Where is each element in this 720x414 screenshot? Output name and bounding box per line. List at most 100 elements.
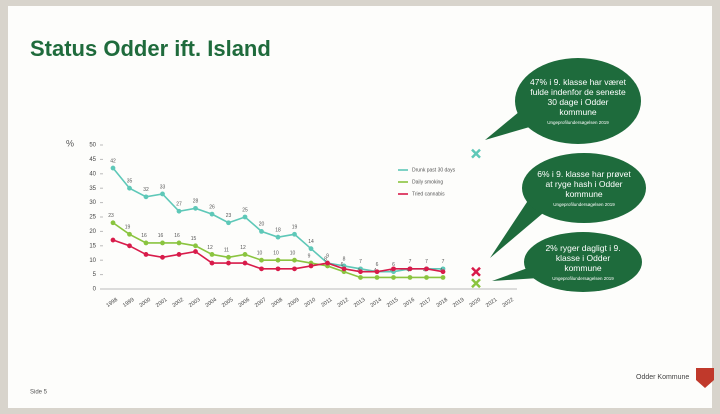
point (292, 232, 297, 237)
point (177, 252, 182, 257)
callout-text: 2% ryger dagligt i 9. klasse i Odder kom… (538, 243, 628, 274)
data-label: 35 (127, 179, 133, 185)
point (243, 252, 248, 257)
legend-label: Drunk past 30 days (412, 167, 456, 173)
point (226, 255, 231, 260)
legend-label: Tried cannabis (412, 191, 445, 197)
point (391, 266, 396, 271)
point (276, 235, 281, 240)
data-label: 23 (226, 213, 232, 219)
point (177, 241, 182, 246)
data-label: 23 (108, 213, 114, 219)
data-label: 20 (259, 222, 265, 228)
data-label: 28 (193, 199, 199, 205)
data-label: 7 (425, 259, 428, 265)
point (309, 264, 314, 269)
point (193, 206, 198, 211)
point (111, 220, 116, 225)
point (210, 252, 215, 257)
data-label: 9 (308, 253, 311, 259)
data-label: 7 (359, 259, 362, 265)
point (111, 238, 116, 243)
point (391, 275, 396, 280)
page-number: Side 5 (30, 390, 48, 396)
data-label: 11 (224, 248, 229, 254)
point (226, 220, 231, 225)
data-label: 7 (442, 259, 445, 265)
data-label: 19 (292, 225, 298, 231)
point (243, 261, 248, 266)
y-tick-label: 45 (89, 157, 96, 163)
data-label: 16 (158, 233, 164, 239)
y-tick-label: 15 (89, 243, 96, 249)
callout-source: Ungeprofilundersøgelsen 2019 (553, 202, 615, 207)
point (358, 269, 363, 274)
point (292, 258, 297, 263)
data-label: 19 (125, 225, 131, 231)
logo-text: Odder Kommune (636, 374, 689, 381)
y-label: % (66, 138, 74, 148)
point (144, 252, 149, 257)
point (375, 275, 380, 280)
data-label: 42 (110, 158, 116, 164)
data-label: 10 (257, 251, 263, 257)
data-label: 7 (409, 259, 412, 265)
point (243, 215, 248, 220)
point (424, 275, 429, 280)
point (177, 209, 182, 214)
point (144, 241, 149, 246)
point (193, 243, 198, 248)
point (408, 275, 413, 280)
data-label: 33 (160, 184, 166, 190)
callout-text: 47% i 9. klasse har været fulde indenfor… (529, 77, 627, 118)
data-label: 32 (143, 187, 149, 193)
point (276, 258, 281, 263)
data-label: 14 (308, 239, 314, 245)
y-tick-label: 20 (89, 229, 96, 235)
legend-label: Daily smoking (412, 179, 443, 185)
point (408, 266, 413, 271)
data-label: 18 (275, 227, 281, 233)
point (127, 186, 132, 191)
callout: 2% ryger dagligt i 9. klasse i Odder kom… (524, 232, 642, 292)
y-tick-label: 30 (89, 200, 96, 206)
point (358, 275, 363, 280)
data-label: 10 (290, 251, 296, 257)
y-tick-label: 50 (89, 143, 96, 149)
data-label: 12 (207, 245, 213, 251)
callout: 6% i 9. klasse har prøvet at ryge hash i… (522, 153, 646, 223)
data-label: 26 (209, 204, 215, 210)
callout-source: Ungeprofilundersøgelsen 2019 (552, 276, 614, 281)
data-label: 16 (141, 233, 147, 239)
point (259, 266, 264, 271)
point (111, 166, 116, 171)
point (375, 269, 380, 274)
point (276, 266, 281, 271)
point (342, 266, 347, 271)
point (259, 258, 264, 263)
point (292, 266, 297, 271)
point (259, 229, 264, 234)
data-label: 25 (242, 207, 248, 213)
y-tick-label: 10 (89, 258, 96, 264)
point (210, 212, 215, 217)
data-label: 27 (176, 202, 182, 208)
point (424, 266, 429, 271)
y-tick-label: 40 (89, 171, 96, 177)
point (127, 232, 132, 237)
point (441, 275, 446, 280)
callout-text: 6% i 9. klasse har prøvet at ryge hash i… (536, 169, 632, 200)
point (210, 261, 215, 266)
slide: Status Odder ift. Island % Side 5 Odder … (0, 0, 720, 414)
point (193, 249, 198, 254)
callout-source: Ungeprofilundersøgelsen 2019 (547, 120, 609, 125)
data-label: 16 (174, 233, 180, 239)
title: Status Odder ift. Island (30, 36, 271, 61)
y-tick-label: 35 (89, 186, 96, 192)
callout: 47% i 9. klasse har været fulde indenfor… (515, 58, 641, 144)
y-tick-label: 25 (89, 215, 96, 221)
point (160, 192, 165, 197)
point (127, 243, 132, 248)
point (226, 261, 231, 266)
data-label: 15 (191, 236, 197, 242)
